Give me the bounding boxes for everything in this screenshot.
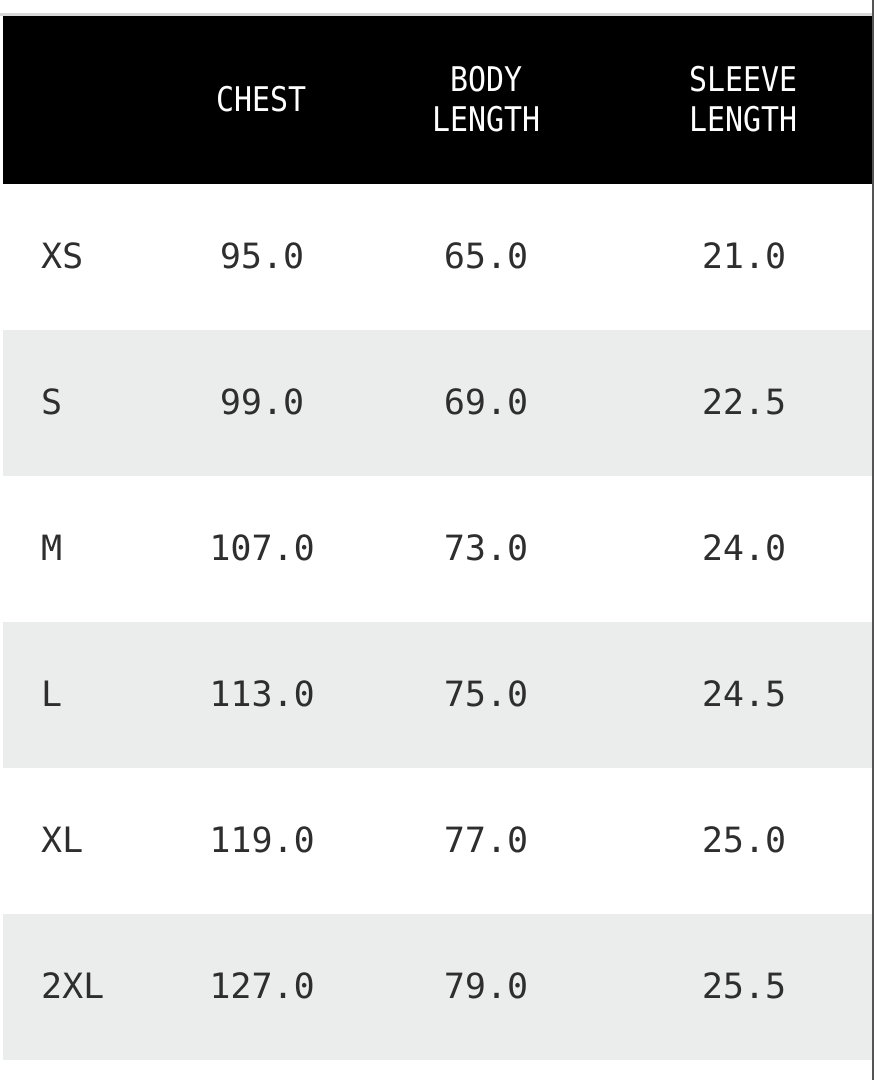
cell-body-length: 77.0 bbox=[443, 821, 529, 861]
header-chest: CHEST bbox=[215, 80, 307, 120]
table-row: 2XL 127.0 79.0 25.5 bbox=[3, 914, 872, 1060]
header-body-length: BODY LENGTH bbox=[431, 60, 541, 140]
cell-sleeve-length: 21.0 bbox=[701, 237, 787, 277]
cell-chest: 95.0 bbox=[219, 237, 305, 277]
cell-size: M bbox=[41, 529, 63, 569]
cell-sleeve-length: 24.5 bbox=[701, 675, 787, 715]
cell-chest: 107.0 bbox=[209, 529, 315, 569]
table-row: XS 95.0 65.0 21.0 bbox=[3, 184, 872, 330]
cell-chest: 119.0 bbox=[209, 821, 315, 861]
cell-size: L bbox=[41, 675, 63, 715]
cell-body-length: 79.0 bbox=[443, 967, 529, 1007]
table-row: L 113.0 75.0 24.5 bbox=[3, 622, 872, 768]
cell-body-length: 73.0 bbox=[443, 529, 529, 569]
cell-body-length: 75.0 bbox=[443, 675, 529, 715]
cell-size: 2XL bbox=[41, 967, 105, 1007]
cell-chest: 113.0 bbox=[209, 675, 315, 715]
cell-sleeve-length: 24.0 bbox=[701, 529, 787, 569]
cell-size: XS bbox=[41, 237, 84, 277]
size-chart-table: CHEST BODY LENGTH SLEEVE LENGTH XS 95.0 65… bbox=[3, 16, 872, 1060]
cell-sleeve-length: 25.5 bbox=[701, 967, 787, 1007]
table-header: CHEST BODY LENGTH SLEEVE LENGTH bbox=[3, 16, 872, 184]
table-row: M 107.0 73.0 24.0 bbox=[3, 476, 872, 622]
table-row: XL 119.0 77.0 25.0 bbox=[3, 768, 872, 914]
cell-sleeve-length: 25.0 bbox=[701, 821, 787, 861]
cell-size: S bbox=[41, 383, 63, 423]
right-border bbox=[872, 0, 874, 1080]
header-sleeve-length: SLEEVE LENGTH bbox=[688, 60, 798, 140]
cell-chest: 127.0 bbox=[209, 967, 315, 1007]
top-divider bbox=[0, 13, 874, 16]
cell-sleeve-length: 22.5 bbox=[701, 383, 787, 423]
cell-size: XL bbox=[41, 821, 84, 861]
cell-body-length: 65.0 bbox=[443, 237, 529, 277]
cell-chest: 99.0 bbox=[219, 383, 305, 423]
table-row: S 99.0 69.0 22.5 bbox=[3, 330, 872, 476]
cell-body-length: 69.0 bbox=[443, 383, 529, 423]
